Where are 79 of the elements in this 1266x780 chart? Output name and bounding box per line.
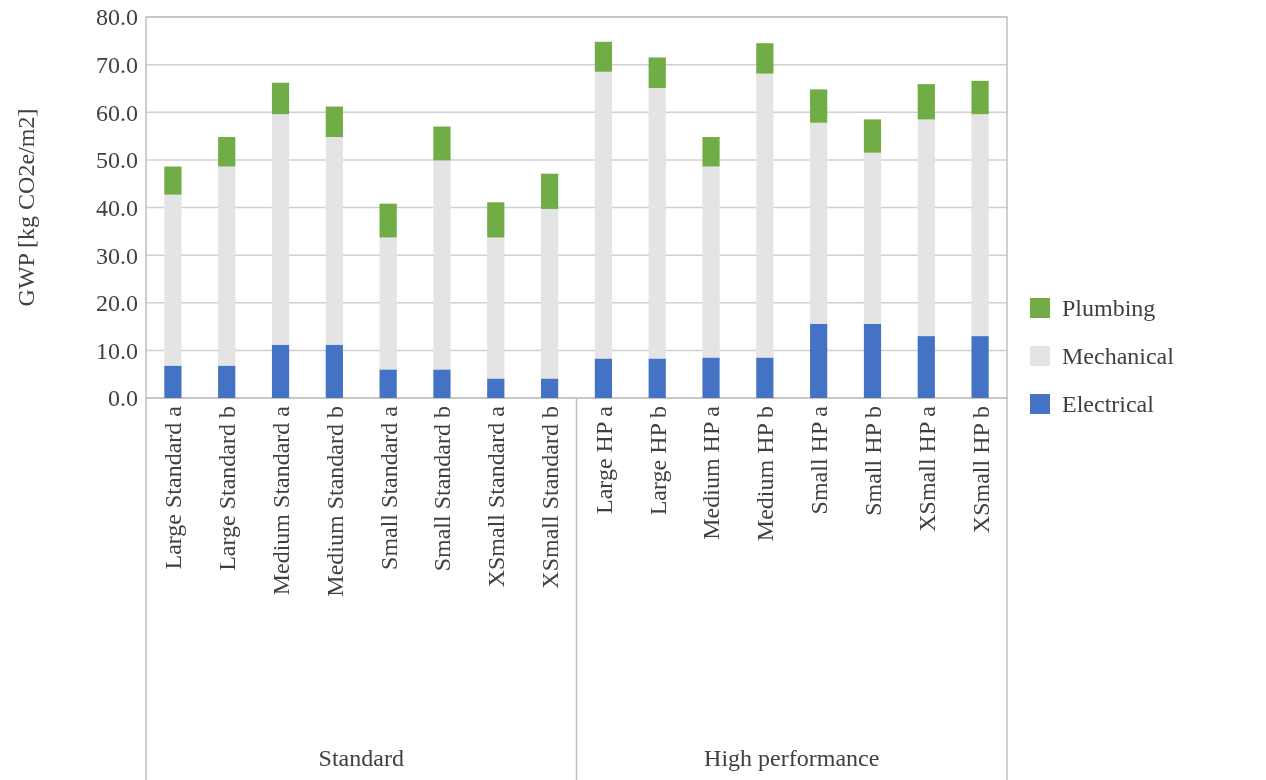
bar — [702, 137, 720, 167]
y-tick-label: 60.0 — [96, 99, 138, 126]
bar — [863, 119, 882, 153]
bar — [487, 202, 505, 238]
x-tick-label: Large HP a — [590, 405, 617, 514]
bar — [917, 119, 935, 337]
bar — [594, 71, 613, 359]
text: High performance — [704, 745, 880, 771]
bar — [810, 89, 828, 123]
bar — [971, 336, 989, 398]
bar — [325, 106, 343, 138]
bar — [594, 358, 613, 398]
x-tick-label: XSmall HP b — [967, 406, 994, 534]
x-tick-label: Large HP b — [644, 406, 671, 516]
x-tick-label: XSmall HP a — [913, 405, 940, 532]
x-tick-label: Small HP b — [859, 406, 886, 516]
bar — [540, 378, 559, 398]
y-tick-label: 20.0 — [96, 290, 138, 317]
bar — [863, 323, 882, 398]
bar — [863, 152, 882, 324]
bar — [325, 344, 343, 398]
bar — [325, 137, 343, 345]
bar — [648, 87, 666, 359]
bar — [379, 237, 397, 370]
bar — [756, 73, 774, 358]
bar — [487, 237, 505, 379]
bar — [540, 208, 559, 379]
x-tick-label: Small Standard b — [429, 406, 456, 572]
x-tick-label: Small Standard a — [375, 405, 402, 570]
y-tick-label: 70.0 — [96, 52, 138, 79]
bar — [971, 114, 989, 337]
x-tick-label: XSmall Standard a — [483, 405, 510, 588]
legend-label: Plumbing — [1062, 295, 1156, 322]
bar — [648, 57, 666, 88]
x-tick-label: XSmall Standard b — [536, 406, 563, 589]
x-tick-label: Medium Standard b — [321, 406, 348, 597]
bar — [218, 365, 236, 398]
bar — [218, 137, 236, 167]
bar — [164, 166, 182, 195]
text: Standard — [318, 745, 404, 771]
bar — [756, 43, 774, 74]
bar — [433, 126, 451, 161]
x-tick-label: Large Standard a — [160, 405, 187, 570]
bar — [271, 344, 290, 398]
x-tick-label: Small HP a — [806, 405, 833, 515]
bar — [433, 369, 451, 398]
bar — [648, 358, 666, 398]
y-axis-title: GWP [kg CO2e/m2] — [13, 108, 39, 307]
y-tick-label: 80.0 — [96, 4, 138, 31]
bar — [164, 365, 182, 398]
y-tick-label: 50.0 — [96, 147, 138, 174]
x-tick-label: Medium Standard a — [267, 405, 294, 596]
bar — [540, 173, 559, 209]
bar — [433, 160, 451, 370]
y-tick-label: 30.0 — [96, 242, 138, 269]
bar — [271, 82, 290, 115]
bar — [218, 166, 236, 366]
bar — [756, 357, 774, 398]
y-tick-label: 10.0 — [96, 337, 138, 364]
bar — [702, 166, 720, 358]
bar — [164, 194, 182, 366]
x-tick-label: Medium HP b — [752, 406, 779, 542]
y-tick-label: 0.0 — [108, 385, 138, 412]
bar — [271, 114, 290, 345]
bar — [810, 323, 828, 398]
y-tick-label: 40.0 — [96, 194, 138, 221]
bar — [810, 122, 828, 324]
legend-label: Mechanical — [1062, 343, 1175, 370]
bar — [971, 80, 989, 115]
x-tick-label: Large Standard b — [214, 406, 241, 571]
bar — [594, 41, 613, 72]
bar — [702, 357, 720, 398]
bar — [487, 378, 505, 398]
bar — [379, 203, 397, 238]
legend-label: Electrical — [1062, 391, 1155, 418]
bar — [917, 336, 935, 398]
x-tick-label: Medium HP a — [698, 405, 725, 540]
bar — [379, 369, 397, 398]
bar — [917, 84, 935, 120]
